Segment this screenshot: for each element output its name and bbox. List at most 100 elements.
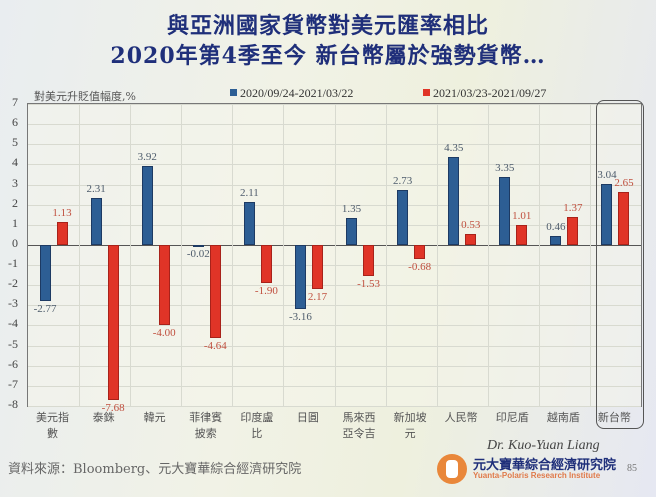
data-label: -1.53 <box>357 277 380 290</box>
x-category-label: 越南盾 <box>546 411 580 424</box>
gridline <box>436 104 438 406</box>
bar-blue <box>294 244 306 309</box>
data-label: 2.31 <box>86 183 106 196</box>
chart-title-line1: 與亞洲國家貨幣對美元匯率相比 <box>166 13 489 39</box>
data-label: 2.17 <box>307 290 328 303</box>
bar-red <box>260 244 272 284</box>
bar-red <box>56 222 68 245</box>
institute-name-en: Yuanta-Polaris Research Institute <box>473 471 601 480</box>
gridline <box>181 104 183 406</box>
y-tick-label: 4 <box>12 155 18 170</box>
institute-logo-icon <box>437 454 467 484</box>
institute-name-cn: 元大寶華綜合經濟研究院 <box>473 458 617 473</box>
data-label: -4.64 <box>203 340 227 353</box>
bar-red <box>567 217 579 245</box>
gridline <box>487 104 489 406</box>
x-category-label: 印度盧比 <box>240 411 274 440</box>
page-number: 85 <box>627 463 637 474</box>
gridline <box>385 104 387 406</box>
y-tick-label: -4 <box>8 316 18 331</box>
bar-blue <box>448 157 460 245</box>
data-label: 1.13 <box>52 207 72 220</box>
data-label: 0.46 <box>546 220 566 233</box>
data-label: -1.90 <box>254 285 278 298</box>
y-tick-label: 2 <box>12 195 18 210</box>
bar-red <box>516 224 528 245</box>
y-axis-label: 對美元升貶值幅度,% <box>34 90 136 103</box>
data-label: -3.16 <box>288 310 312 323</box>
x-category-label: 人民幣 <box>444 411 478 424</box>
gridline <box>334 104 336 406</box>
bar-red <box>209 244 221 339</box>
data-label: 2.65 <box>614 176 634 189</box>
bar-blue <box>499 177 511 245</box>
y-tick-label: -6 <box>8 356 18 371</box>
source-note: 資料來源：Bloomberg、元大寶華綜合經濟研究院 <box>8 462 302 477</box>
bar-blue <box>192 244 204 247</box>
y-tick-label: -3 <box>8 296 18 311</box>
data-label: -4.00 <box>152 327 176 340</box>
y-tick-label: -8 <box>8 397 18 411</box>
author-name: Dr. Kuo-Yuan Liang <box>487 438 600 453</box>
data-label: 4.35 <box>444 142 464 155</box>
bar-red <box>363 244 375 276</box>
bar-blue <box>550 235 562 245</box>
bar-blue <box>601 183 613 245</box>
x-category-label: 新台幣 <box>597 411 631 424</box>
bar-red <box>311 244 323 289</box>
legend-item-series2: 2021/03/23-2021/09/27 <box>423 86 546 101</box>
legend-label: 2020/09/24-2021/03/22 <box>240 86 354 100</box>
data-label: -7.68 <box>101 401 125 414</box>
y-tick-label: 3 <box>12 175 18 190</box>
y-tick-label: 0 <box>12 235 18 250</box>
data-label: 0.53 <box>461 219 481 232</box>
gridline <box>28 406 641 407</box>
y-tick-label: 6 <box>12 115 18 130</box>
gridline <box>589 104 591 406</box>
bar-blue <box>141 166 153 245</box>
bar-red <box>158 244 170 326</box>
gridline <box>130 104 132 406</box>
legend-swatch-blue <box>230 89 237 96</box>
y-tick-label: -2 <box>8 276 18 291</box>
gridline <box>538 104 540 406</box>
data-label: -0.68 <box>408 260 432 273</box>
bar-red <box>107 244 119 400</box>
data-label: -0.02 <box>186 247 210 260</box>
data-label: -2.77 <box>33 302 57 315</box>
gridline <box>79 104 81 406</box>
x-category-label: 新加坡元 <box>393 411 427 440</box>
y-tick-label: 7 <box>12 95 18 109</box>
bar-red <box>465 234 477 245</box>
bar-blue <box>397 189 409 245</box>
data-label: 1.01 <box>512 209 532 222</box>
data-label: 1.37 <box>563 202 583 215</box>
bar-blue <box>243 202 255 245</box>
bar-blue <box>39 244 51 301</box>
x-category-label: 韓元 <box>143 411 166 424</box>
gridline <box>283 104 285 406</box>
plot-area: -2.77 2.31 3.92 -0.02 2.11 -3.16 1.35 2.73 4.35 3… <box>27 103 642 414</box>
bar-red <box>414 244 426 259</box>
data-label: 3.04 <box>597 168 617 181</box>
data-label: 3.92 <box>137 151 157 163</box>
y-tick-label: 1 <box>12 215 18 230</box>
bar-blue <box>346 217 358 245</box>
x-category-label: 泰銖 <box>92 411 115 424</box>
x-category-label: 菲律賓 披索 <box>189 411 223 440</box>
data-label: 3.35 <box>495 162 515 175</box>
bar-blue <box>90 198 102 245</box>
gridline <box>232 104 234 406</box>
data-label: 2.11 <box>239 187 259 200</box>
y-tick-label: -5 <box>8 336 18 351</box>
legend-item-series1: 2020/09/24-2021/03/22 <box>230 86 353 101</box>
bar-red <box>618 191 630 245</box>
legend-label: 2021/03/23-2021/09/27 <box>433 86 547 100</box>
x-category-label: 馬來西 亞令吉 <box>342 411 376 440</box>
x-category-label: 印尼盾 <box>495 411 529 424</box>
chart-title-line2: 2020年第4季至今 新台幣屬於強勢貨幣… <box>110 43 546 69</box>
y-tick-label: -1 <box>8 256 18 271</box>
legend-swatch-red <box>423 89 430 96</box>
data-label: 1.35 <box>341 202 362 215</box>
x-category-label: 美元指數 <box>36 411 69 440</box>
